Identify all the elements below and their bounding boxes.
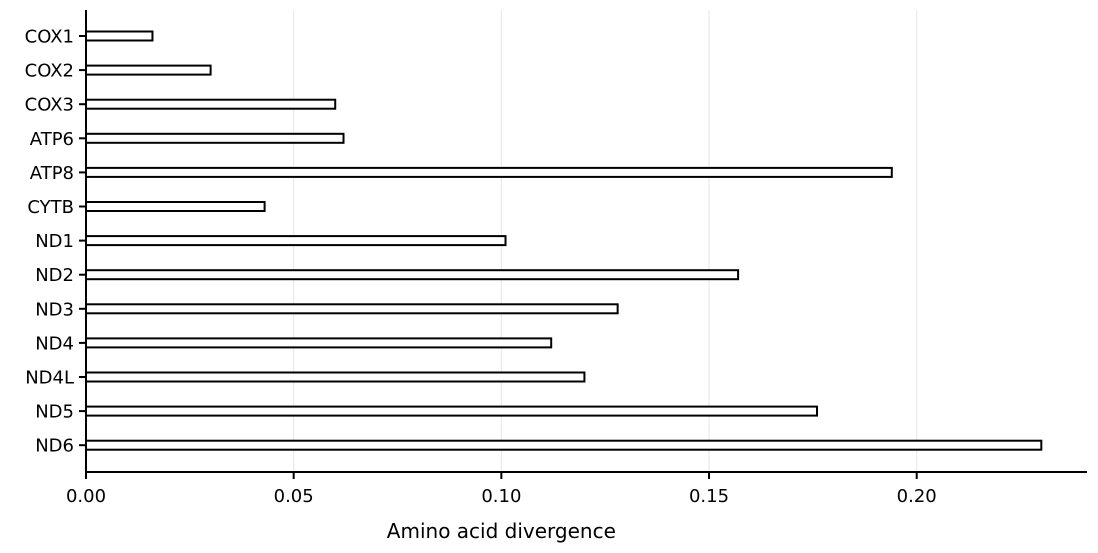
y-tick-label-nd1: ND1 — [35, 231, 74, 252]
bar-cox1 — [85, 30, 154, 42]
y-tick-label-nd6: ND6 — [35, 436, 74, 457]
bar-nd1 — [85, 235, 507, 247]
y-tick-label-atp8: ATP8 — [30, 163, 74, 184]
x-tick-label: 0.10 — [481, 486, 521, 507]
bar-cox2 — [85, 64, 212, 76]
bar-atp8 — [85, 166, 893, 178]
y-tick-label-cox1: COX1 — [25, 27, 74, 48]
bar-nd4 — [85, 337, 553, 349]
bar-cytb — [85, 201, 266, 212]
y-tick-label-cox2: COX2 — [25, 61, 74, 82]
bar-nd5 — [85, 405, 819, 417]
bar-nd3 — [85, 303, 619, 315]
y-tick-label-nd4l: ND4L — [25, 368, 74, 389]
bar-nd6 — [85, 439, 1043, 451]
y-tick-label-nd2: ND2 — [35, 265, 74, 286]
y-tick-label-cox3: COX3 — [25, 95, 74, 116]
bar-nd2 — [85, 269, 740, 281]
x-tick-label: 0.15 — [689, 486, 729, 507]
bar-atp6 — [85, 132, 345, 144]
x-tick-label: 0.05 — [274, 486, 314, 507]
x-tick-label: 0.20 — [897, 486, 937, 507]
bar-nd4l — [85, 371, 586, 383]
y-tick-label-atp6: ATP6 — [30, 129, 74, 150]
y-tick-label-cytb: CYTB — [27, 197, 74, 218]
y-tick-label-nd3: ND3 — [35, 299, 74, 320]
y-tick-label-nd4: ND4 — [35, 333, 74, 354]
bar-cox3 — [85, 98, 337, 110]
y-tick-label-nd5: ND5 — [35, 402, 74, 423]
ticks: COX1 COX2 COX3 ATP6 ATP8 CYTB ND1 ND2 ND3 ND4 ND4L… — [25, 27, 937, 508]
x-tick-label: 0.00 — [66, 486, 106, 507]
bars — [85, 30, 1043, 451]
x-axis-title: Amino acid divergence — [387, 519, 616, 543]
